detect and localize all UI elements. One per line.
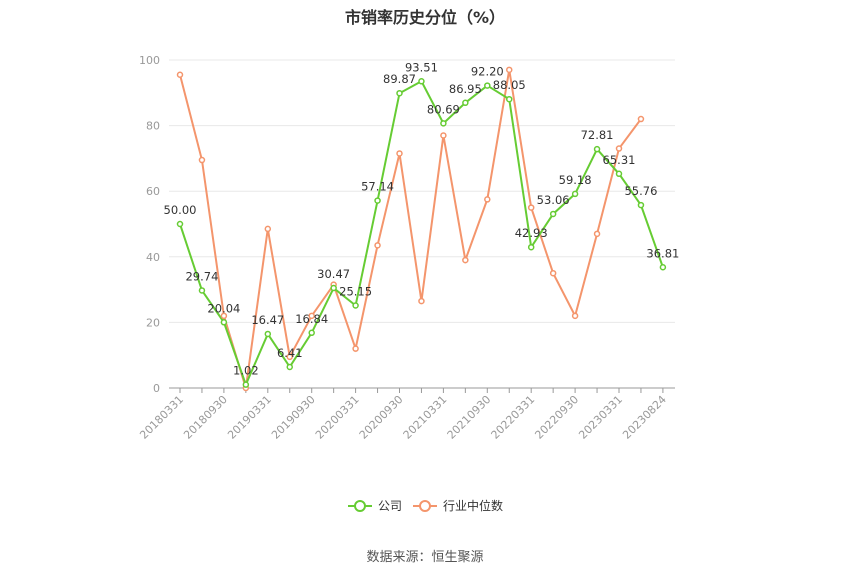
data-label-company: 86.95 [449,82,482,96]
data-point-industry[interactable] [615,145,623,152]
data-label-company: 72.81 [581,128,614,142]
data-label-company: 42.93 [515,226,548,240]
chart-title: 市销率历史分位（%） [344,8,506,27]
data-point-industry[interactable] [549,269,557,277]
data-label-company: 65.31 [603,153,636,167]
data-point-company[interactable] [615,170,623,178]
data-point-industry[interactable] [198,156,206,164]
data-point-industry[interactable] [176,71,184,79]
data-point-company[interactable] [506,95,513,103]
data-label-company: 16.84 [295,312,328,326]
data-point-industry[interactable] [637,115,645,123]
x-axis: 2018033120180930201903312019093020200331… [137,387,675,442]
data-label-company: 88.05 [493,78,526,92]
data-point-company[interactable] [462,99,469,107]
data-point-company[interactable] [418,78,425,85]
data-point-industry[interactable] [352,345,359,352]
data-point-company[interactable] [484,82,491,89]
data-point-company[interactable] [286,363,293,371]
x-tick-label: 20220331 [489,393,538,442]
y-tick-label: 80 [146,120,160,133]
data-label-company: 6.41 [277,346,303,360]
x-tick-label: 20190930 [269,393,318,442]
series-points [176,66,667,392]
y-axis-ticks: 0 20 40 60 80 100 [139,54,160,395]
y-tick-label: 100 [139,54,160,67]
x-tick-label: 20190331 [225,393,274,442]
series-lines [179,69,664,389]
x-tick-label: 20230824 [620,393,669,442]
data-point-company[interactable] [220,319,228,326]
data-point-company[interactable] [659,264,667,271]
x-tick-label: 20200331 [313,393,362,442]
data-point-company[interactable] [527,243,535,251]
data-point-industry[interactable] [527,204,535,211]
data-label-company: 30.47 [317,267,350,281]
y-tick-label: 20 [146,316,160,329]
data-point-company[interactable] [352,302,359,309]
data-point-industry[interactable] [264,225,272,233]
data-label-company: 55.76 [624,184,657,198]
data-point-company[interactable] [396,89,403,97]
data-point-industry[interactable] [571,312,579,320]
data-point-company[interactable] [637,201,645,209]
data-labels: 50.00 29.74 20.04 1.02 16.47 6.41 16.84 30.47 25… [164,60,680,377]
data-label-company: 1.02 [233,364,259,378]
x-tick-label: 20210930 [445,393,494,442]
legend: 公司 行业中位数 [348,498,503,513]
data-point-company[interactable] [176,220,184,228]
data-point-company[interactable] [549,210,557,218]
data-point-industry[interactable] [374,242,381,249]
data-label-company: 89.87 [383,72,416,86]
data-label-company: 20.04 [207,301,240,315]
data-label-company: 93.51 [405,60,438,74]
data-label-company: 80.69 [427,102,460,116]
data-label-company: 57.14 [361,180,394,194]
data-point-company[interactable] [374,197,381,204]
grid-lines [169,59,675,323]
data-point-industry[interactable] [484,196,491,203]
data-point-industry[interactable] [308,312,315,320]
data-label-company: 36.81 [646,246,679,260]
data-point-industry[interactable] [462,256,469,264]
legend-label-company: 公司 [378,499,402,513]
data-point-company[interactable] [308,329,315,337]
legend-item-industry[interactable]: 行业中位数 [413,498,503,513]
data-point-company[interactable] [242,381,250,388]
data-label-company: 92.20 [471,65,504,79]
legend-item-company[interactable]: 公司 [348,499,402,513]
data-label-company: 59.18 [559,173,592,187]
data-point-industry[interactable] [593,230,601,238]
data-label-company: 29.74 [185,269,218,283]
data-point-industry[interactable] [286,353,293,361]
x-tick-label: 20200930 [357,393,406,442]
data-label-company: 50.00 [164,203,197,217]
x-tick-label: 20180930 [181,393,230,442]
data-point-company[interactable] [330,284,337,292]
data-label-company: 16.47 [251,313,284,327]
y-tick-label: 0 [153,382,160,395]
series-line-industry [179,69,642,389]
legend-label-industry: 行业中位数 [443,498,503,513]
data-point-company[interactable] [198,287,206,294]
y-tick-label: 60 [146,185,160,198]
data-point-industry[interactable] [440,132,447,139]
data-point-industry[interactable] [220,312,228,320]
data-point-company[interactable] [440,120,447,127]
data-point-industry[interactable] [396,150,403,157]
x-tick-label: 20180331 [137,393,186,442]
data-point-company[interactable] [571,190,579,198]
x-tick-label: 20230331 [576,393,625,442]
data-label-company: 53.06 [537,193,570,207]
data-point-industry[interactable] [418,297,425,305]
data-source-note: 数据来源：恒生聚源 [366,550,484,565]
y-tick-label: 40 [146,251,160,264]
data-point-company[interactable] [593,145,601,153]
data-point-industry[interactable] [506,66,513,74]
data-point-company[interactable] [264,330,272,338]
data-label-company: 25.15 [339,285,372,299]
x-tick-label: 20210331 [401,393,450,442]
x-tick-label: 20220930 [532,393,581,442]
